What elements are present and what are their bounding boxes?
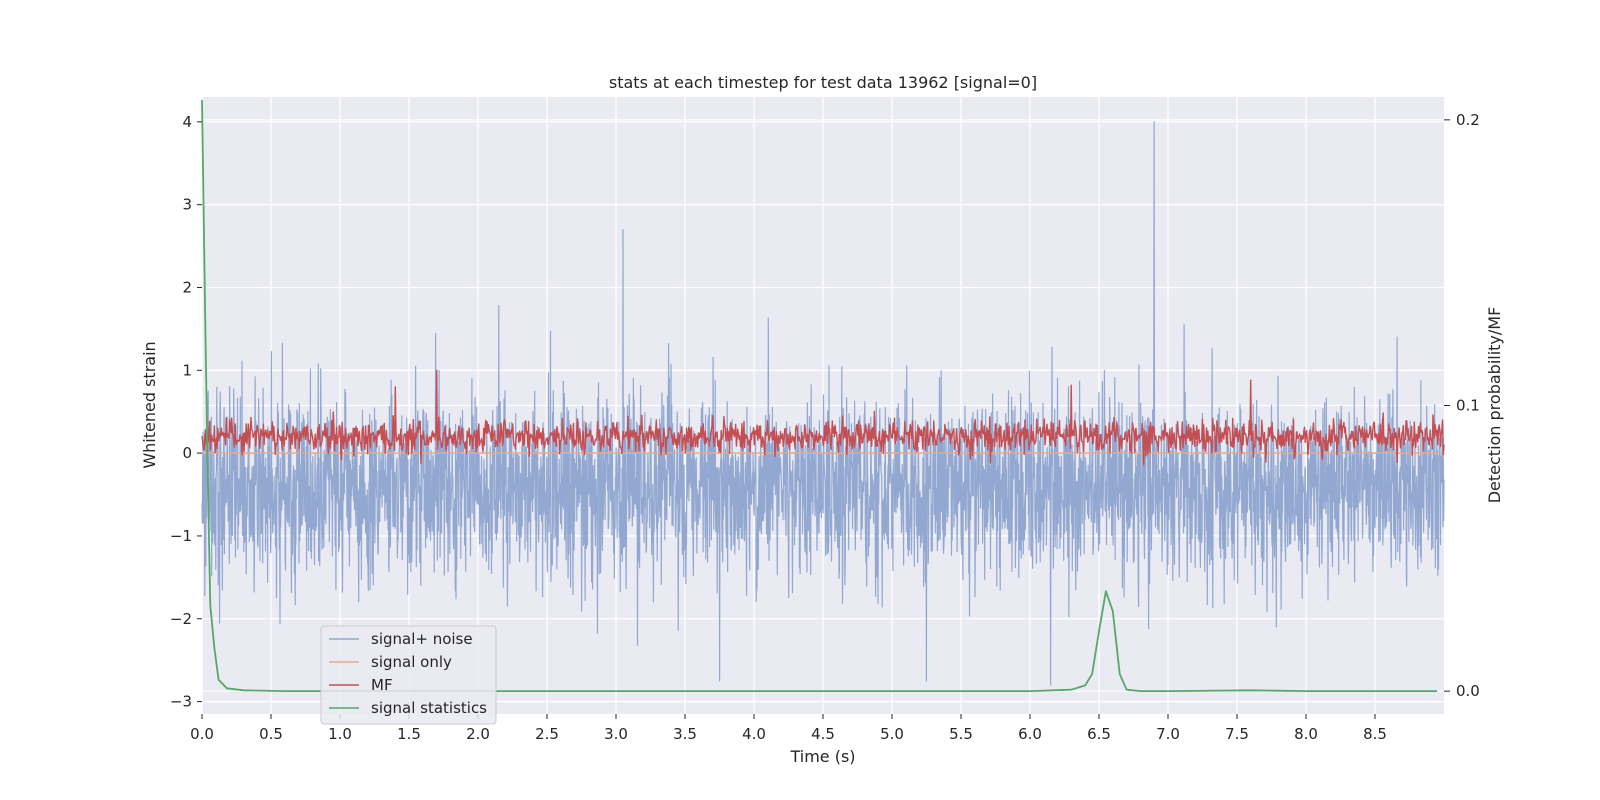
x-tick-label: 3.0 xyxy=(604,725,628,743)
y-tick-label: 3 xyxy=(182,196,192,214)
legend-label-signal-only: signal only xyxy=(371,653,452,671)
x-tick-label: 1.0 xyxy=(328,725,352,743)
x-tick-label: 5.5 xyxy=(949,725,973,743)
y-tick-label: 4 xyxy=(182,113,192,131)
x-tick-label: 5.0 xyxy=(880,725,904,743)
y-right-tick-label: 0.0 xyxy=(1456,682,1480,700)
series-signal-statistics xyxy=(201,99,1438,692)
axes: 0.0 0.5 1.0 1.5 2.0 2.5 3.0 3.5 4.0 4.5 5.0 5.5 6.0 6… xyxy=(170,111,1480,743)
x-tick-label: 4.0 xyxy=(742,725,766,743)
legend-label-signal-noise: signal+ noise xyxy=(371,630,473,648)
y-tick-label: −1 xyxy=(170,527,192,545)
y-tick-label: 2 xyxy=(182,278,192,296)
x-tick-label: 1.5 xyxy=(397,725,421,743)
y-tick-label: 0 xyxy=(182,444,192,462)
x-tick-label: 6.5 xyxy=(1087,725,1111,743)
x-tick-label: 2.0 xyxy=(466,725,490,743)
y-tick-label: 1 xyxy=(182,361,192,379)
x-tick-label: 8.5 xyxy=(1363,725,1387,743)
y-axis-title: Whitened strain xyxy=(140,341,159,468)
chart-title: stats at each timestep for test data 139… xyxy=(609,73,1037,92)
legend: signal+ noise signal only MF signal stat… xyxy=(320,625,497,725)
y-right-tick-label: 0.1 xyxy=(1456,397,1480,415)
legend-label-signal-statistics: signal statistics xyxy=(371,699,487,717)
series-mf xyxy=(201,369,1445,466)
series-signal-noise xyxy=(201,121,1445,686)
y-tick-label: −2 xyxy=(170,610,192,628)
x-tick-label: 4.5 xyxy=(811,725,835,743)
legend-box xyxy=(320,625,497,725)
x-tick-label: 6.0 xyxy=(1018,725,1042,743)
x-axis-title: Time (s) xyxy=(789,747,855,766)
y-tick-label: −3 xyxy=(170,693,192,711)
y-right-tick-label: 0.2 xyxy=(1456,111,1480,129)
x-tick-label: 3.5 xyxy=(673,725,697,743)
x-tick-label: 7.0 xyxy=(1156,725,1180,743)
x-tick-label: 8.0 xyxy=(1294,725,1318,743)
x-tick-label: 0.5 xyxy=(259,725,283,743)
x-tick-label: 2.5 xyxy=(535,725,559,743)
legend-label-mf: MF xyxy=(371,676,393,694)
y-axis-right-title: Detection probability/MF xyxy=(1485,307,1504,504)
x-tick-label: 7.5 xyxy=(1225,725,1249,743)
x-tick-label: 0.0 xyxy=(190,725,214,743)
series-layer xyxy=(201,99,1445,692)
